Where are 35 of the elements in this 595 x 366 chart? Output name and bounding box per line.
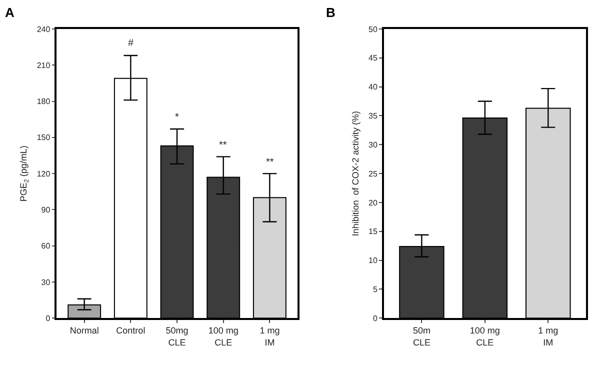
x-tick-label: 50mg CLE xyxy=(166,326,188,348)
y-tick-label: 180 xyxy=(36,97,51,106)
y-axis-title: Inhibition of COX-2 activity (%) xyxy=(350,111,360,236)
y-tick-label: 30 xyxy=(41,278,51,287)
annotation: ** xyxy=(266,157,274,168)
y-tick-label: 90 xyxy=(41,206,51,215)
y-tick-label: 240 xyxy=(36,24,51,34)
y-tick-label: 0 xyxy=(372,314,378,323)
y-tick-label: 25 xyxy=(368,169,378,178)
y-tick-label: 210 xyxy=(36,60,51,70)
x-tick-label: 100 mg CLE xyxy=(470,326,500,348)
y-tick-label: 5 xyxy=(372,285,378,294)
x-tick-label: 100 mg CLE xyxy=(208,326,238,348)
x-tick-label: Control xyxy=(116,326,146,336)
y-tick-label: 120 xyxy=(36,169,51,178)
y-tick-label: 20 xyxy=(368,198,378,208)
x-tick-label: 1 mg IM xyxy=(260,326,280,348)
y-tick-label: 40 xyxy=(368,82,378,92)
x-tick-label: 50m CLE xyxy=(412,326,430,348)
x-tick-label: 1 mg IM xyxy=(538,326,558,348)
chart-title: B xyxy=(326,5,336,20)
y-tick-label: 35 xyxy=(368,112,378,121)
annotation: * xyxy=(175,112,179,123)
y-tick-label: 50 xyxy=(368,24,378,34)
y-tick-label: 15 xyxy=(368,227,378,236)
annotation: ** xyxy=(219,140,227,151)
y-tick-label: 150 xyxy=(36,133,51,142)
y-tick-label: 60 xyxy=(41,242,51,251)
y-tick-label: 45 xyxy=(368,54,378,63)
y-tick-label: 10 xyxy=(368,256,378,266)
x-tick-label: Normal xyxy=(70,326,99,336)
chart-title: A xyxy=(5,5,15,20)
y-tick-label: 30 xyxy=(368,140,378,150)
y-tick-label: 0 xyxy=(46,314,51,323)
annotation: # xyxy=(128,38,134,49)
